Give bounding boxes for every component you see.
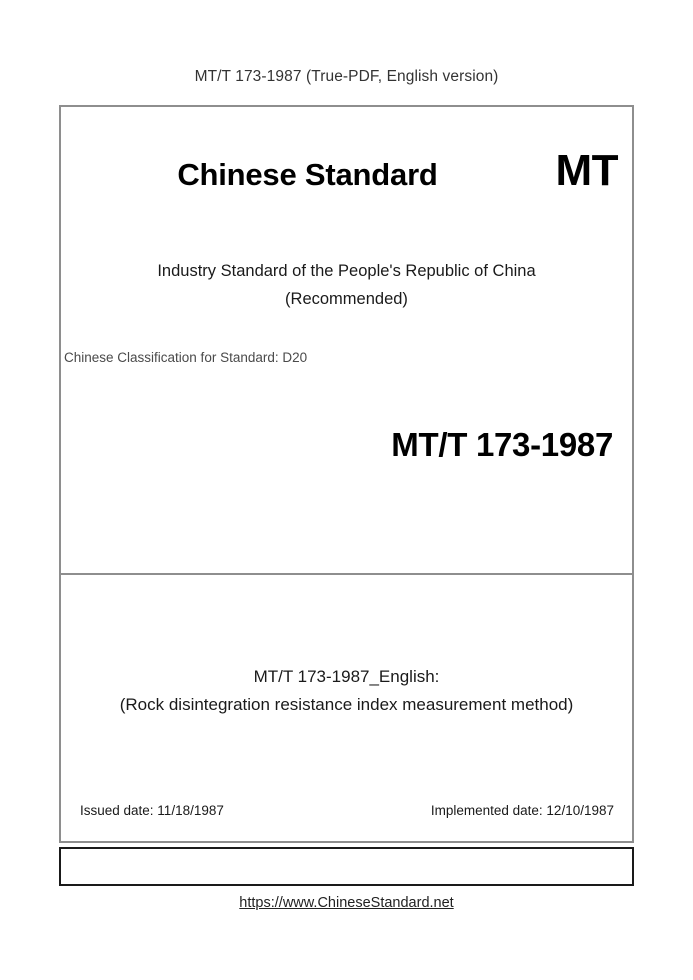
title-row: Chinese Standard MT <box>61 149 632 211</box>
english-title-line-1: MT/T 173-1987_English: <box>253 667 440 686</box>
issued-date: Issued date: 11/18/1987 <box>80 803 224 818</box>
page-title: Chinese Standard <box>177 157 438 192</box>
standard-number: MT/T 173-1987 <box>391 426 613 463</box>
footer-url[interactable]: https://www.ChineseStandard.net <box>0 895 693 911</box>
classification-code: Chinese Classification for Standard: D20 <box>64 350 308 365</box>
implemented-date: Implemented date: 12/10/1987 <box>430 803 614 818</box>
cover-upper-panel: Chinese Standard MT Industry Standard of… <box>61 107 632 575</box>
subtitle-line-1: Industry Standard of the People's Republ… <box>157 262 536 280</box>
cover-lower-panel: MT/T 173-1987_English: (Rock disintegrat… <box>61 575 632 845</box>
footer-url-link[interactable]: https://www.ChineseStandard.net <box>239 895 454 911</box>
bottom-empty-box <box>59 847 634 886</box>
document-reference-header: MT/T 173-1987 (True-PDF, English version… <box>194 68 499 85</box>
subtitle-block: Industry Standard of the People's Republ… <box>61 257 632 313</box>
subtitle-line-2: (Recommended) <box>285 290 408 308</box>
cover-frame: Chinese Standard MT Industry Standard of… <box>59 105 634 843</box>
dates-row: Issued date: 11/18/1987 Implemented date… <box>61 803 632 823</box>
mt-logo: MT <box>555 146 618 195</box>
english-title-line-2: (Rock disintegration resistance index me… <box>119 695 574 714</box>
english-title-block: MT/T 173-1987_English: (Rock disintegrat… <box>61 663 632 719</box>
